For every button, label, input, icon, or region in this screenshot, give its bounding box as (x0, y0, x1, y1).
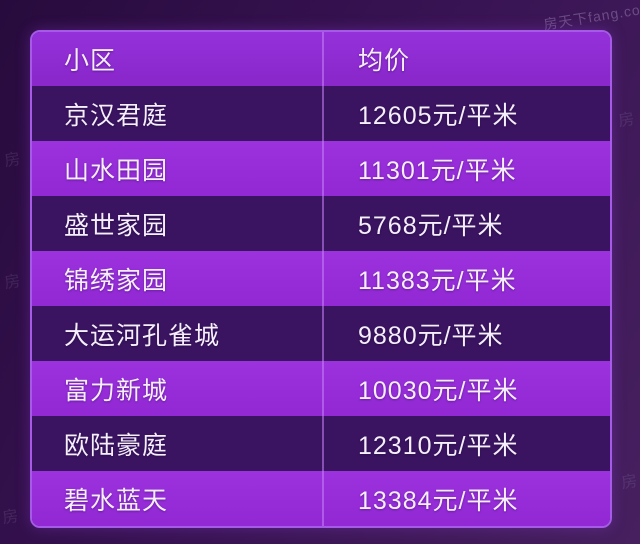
community-name: 京汉君庭 (64, 101, 169, 130)
table-row: 碧水蓝天 13384元/平米 (32, 471, 610, 526)
avg-price: 12310元/平米 (322, 416, 610, 471)
community-name: 锦绣家园 (64, 266, 169, 295)
table-row: 盛世家园 5768元/平米 (32, 196, 610, 251)
avg-price: 12605元/平米 (322, 86, 610, 141)
watermark-fragment: 房 (3, 150, 23, 171)
column-header-price: 均价 (322, 32, 610, 86)
avg-price: 11383元/平米 (322, 251, 610, 306)
avg-price: 9880元/平米 (322, 306, 610, 361)
avg-price: 10030元/平米 (322, 361, 610, 416)
community-name: 欧陆豪庭 (64, 431, 169, 460)
column-header-community: 小区 (64, 47, 117, 75)
avg-price: 11301元/平米 (322, 141, 610, 196)
table-row: 欧陆豪庭 12310元/平米 (32, 416, 610, 471)
watermark-fragment: 房 (620, 472, 640, 493)
community-name: 山水田园 (64, 156, 169, 185)
table-row: 山水田园 11301元/平米 (32, 141, 610, 196)
table-row: 富力新城 10030元/平米 (32, 361, 610, 416)
avg-price: 13384元/平米 (322, 471, 610, 526)
community-name: 富力新城 (64, 376, 169, 405)
community-name: 碧水蓝天 (64, 486, 169, 515)
table-row: 大运河孔雀城 9880元/平米 (32, 306, 610, 361)
community-name: 大运河孔雀城 (64, 321, 221, 350)
community-name: 盛世家园 (64, 211, 169, 240)
avg-price: 5768元/平米 (322, 196, 610, 251)
watermark-fragment: 房 (3, 272, 23, 293)
table-header-row: 小区 均价 (32, 32, 610, 86)
table-body: 京汉君庭 12605元/平米 山水田园 11301元/平米 盛世家园 5768元/平米 锦绣… (32, 86, 610, 526)
watermark-fragment: 房 (1, 507, 21, 528)
price-table: 小区 均价 京汉君庭 12605元/平米山水田园 11301元/平米盛世家园 5768… (30, 30, 612, 528)
watermark-fragment: 房 (617, 110, 637, 131)
table-row: 京汉君庭 12605元/平米 (32, 86, 610, 141)
table-row: 锦绣家园 11383元/平米 (32, 251, 610, 306)
